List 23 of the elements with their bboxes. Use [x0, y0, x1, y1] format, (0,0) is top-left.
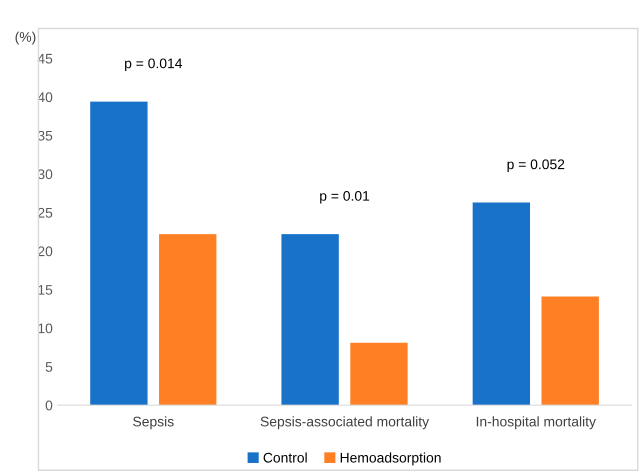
bar	[542, 296, 599, 406]
bar	[350, 342, 408, 406]
legend-label: Control	[264, 452, 307, 463]
y-tick-label: 0	[46, 400, 52, 410]
y-tick-label: 45	[38, 54, 52, 64]
y-tick-label: 40	[38, 92, 52, 102]
annotation: p = 0.014	[125, 58, 182, 72]
y-tick-label: 35	[38, 130, 52, 141]
legend-label: Hemoadsorption	[340, 452, 441, 466]
annotation: p = 0.052	[508, 159, 564, 172]
bar	[472, 202, 530, 406]
bar	[159, 234, 216, 406]
y-tick-label: 20	[38, 246, 52, 256]
bar	[90, 102, 148, 406]
y-tick-label: 5	[46, 362, 52, 372]
y-axis-title: (%)	[16, 32, 36, 45]
x-tick-label: Sepsis	[133, 416, 174, 430]
bar	[281, 234, 339, 406]
x-tick-label: In-hospital mortality	[476, 416, 596, 430]
x-tick-label: Sepsis-associated mortality	[260, 416, 430, 430]
y-tick-label: 10	[38, 323, 52, 334]
annotation: p = 0.01	[320, 190, 370, 204]
y-tick-label: 15	[38, 285, 52, 295]
